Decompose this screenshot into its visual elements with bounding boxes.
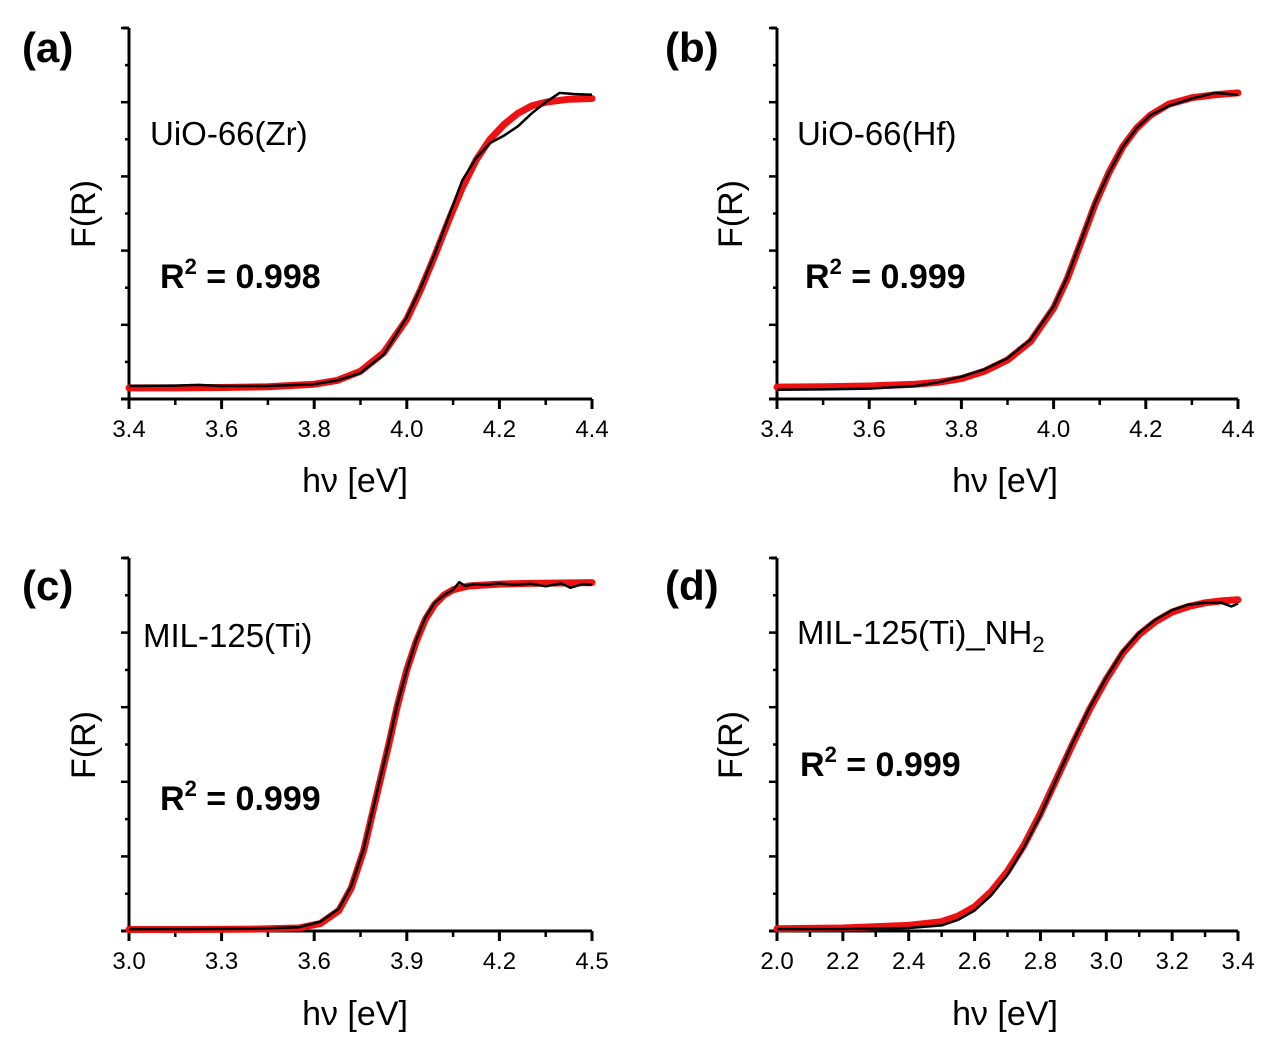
x-tick-label: 3.3 bbox=[205, 948, 238, 975]
x-tick-label: 3.4 bbox=[112, 416, 145, 443]
x-axis-title: hν [eV] bbox=[302, 462, 408, 500]
sample-name: UiO-66(Hf) bbox=[797, 115, 957, 152]
sample-name: MIL-125(Ti)_NH bbox=[797, 614, 1032, 651]
x-tick-label: 4.2 bbox=[483, 948, 516, 975]
x-axis-title: hν [eV] bbox=[952, 462, 1058, 500]
r2-superscript: 2 bbox=[830, 254, 842, 279]
r2-annotation: R2 = 0.999 bbox=[805, 254, 966, 296]
x-tick-label: 2.6 bbox=[958, 948, 991, 975]
panel-label: (c) bbox=[22, 562, 73, 609]
y-axis-title: F(R) bbox=[712, 711, 750, 779]
x-tick-label: 3.0 bbox=[112, 948, 145, 975]
r2-value: = 0.999 bbox=[842, 258, 966, 296]
x-tick-label: 4.0 bbox=[1037, 416, 1070, 443]
x-tick-label: 3.4 bbox=[1221, 948, 1254, 975]
x-tick-label: 4.0 bbox=[390, 416, 423, 443]
panel-b: (b) F(R) hν [eV] UiO-66(Hf) R2 = 0.999 3… bbox=[665, 24, 1255, 500]
panel-d: (d) F(R) hν [eV] MIL-125(Ti)_NH2 R2 = 0.… bbox=[665, 556, 1255, 1033]
axes: 2.0 2.2 2.4 2.6 2.8 3.0 3.2 3.4 bbox=[760, 556, 1255, 975]
experimental-curve bbox=[129, 580, 593, 931]
sample-label: UiO-66(Zr) bbox=[150, 115, 308, 152]
y-axis-title: F(R) bbox=[712, 180, 750, 248]
x-tick-label: 4.2 bbox=[483, 416, 516, 443]
x-tick-label: 2.2 bbox=[826, 948, 859, 975]
r2-value: = 0.998 bbox=[197, 258, 321, 296]
x-tick-label: 3.6 bbox=[853, 416, 886, 443]
sample-name: UiO-66(Zr) bbox=[150, 115, 308, 152]
y-axis-title: F(R) bbox=[65, 711, 103, 779]
r2-annotation: R2 = 0.999 bbox=[800, 742, 961, 784]
panel-label: (d) bbox=[665, 562, 719, 609]
x-tick-label: 4.4 bbox=[1221, 416, 1254, 443]
r2-annotation: R2 = 0.999 bbox=[160, 776, 321, 818]
sample-label: MIL-125(Ti) bbox=[143, 617, 312, 654]
experimental-curve bbox=[128, 91, 593, 388]
x-tick-label: 3.6 bbox=[298, 948, 331, 975]
x-tick-label: 2.4 bbox=[892, 948, 925, 975]
x-tick-label: 3.2 bbox=[1155, 948, 1188, 975]
panel-a: (a) F(R) hν [eV] UiO-66(Zr) R2 = 0.998 3… bbox=[22, 24, 609, 500]
sample-subscript: 2 bbox=[1032, 632, 1044, 657]
x-tick-label: 3.8 bbox=[298, 416, 331, 443]
r2-superscript: 2 bbox=[825, 742, 837, 767]
experimental-curve bbox=[776, 91, 1239, 391]
x-tick-label: 4.4 bbox=[575, 416, 608, 443]
sample-label: UiO-66(Hf) bbox=[797, 115, 957, 152]
x-tick-label: 4.5 bbox=[575, 948, 608, 975]
r2-prefix: R bbox=[800, 746, 825, 784]
x-axis-title: hν [eV] bbox=[952, 995, 1058, 1033]
panel-c: (c) F(R) hν [eV] MIL-125(Ti) R2 = 0.999 … bbox=[22, 556, 609, 1033]
r2-superscript: 2 bbox=[185, 254, 197, 279]
sample-name: MIL-125(Ti) bbox=[143, 617, 312, 654]
experimental-curve bbox=[777, 601, 1239, 931]
x-tick-label: 3.8 bbox=[945, 416, 978, 443]
r2-value: = 0.999 bbox=[837, 746, 961, 784]
r2-prefix: R bbox=[160, 258, 185, 296]
x-tick-label: 3.4 bbox=[760, 416, 793, 443]
r2-value: = 0.999 bbox=[197, 780, 321, 818]
x-axis-title: hν [eV] bbox=[302, 995, 408, 1033]
r2-annotation: R2 = 0.998 bbox=[160, 254, 321, 296]
r2-prefix: R bbox=[160, 780, 185, 818]
panel-label: (a) bbox=[22, 24, 73, 71]
sample-label: MIL-125(Ti)_NH2 bbox=[797, 614, 1045, 657]
r2-prefix: R bbox=[805, 258, 830, 296]
axes: 3.4 3.6 3.8 4.0 4.2 4.4 bbox=[112, 26, 609, 443]
y-axis-title: F(R) bbox=[65, 180, 103, 248]
x-tick-label: 3.9 bbox=[390, 948, 423, 975]
x-tick-label: 2.0 bbox=[760, 948, 793, 975]
r2-superscript: 2 bbox=[185, 776, 197, 801]
x-tick-label: 3.0 bbox=[1090, 948, 1123, 975]
x-tick-label: 2.8 bbox=[1024, 948, 1057, 975]
panel-label: (b) bbox=[665, 24, 719, 71]
axes: 3.4 3.6 3.8 4.0 4.2 4.4 bbox=[760, 26, 1255, 443]
x-tick-label: 4.2 bbox=[1129, 416, 1162, 443]
x-tick-label: 3.6 bbox=[205, 416, 238, 443]
